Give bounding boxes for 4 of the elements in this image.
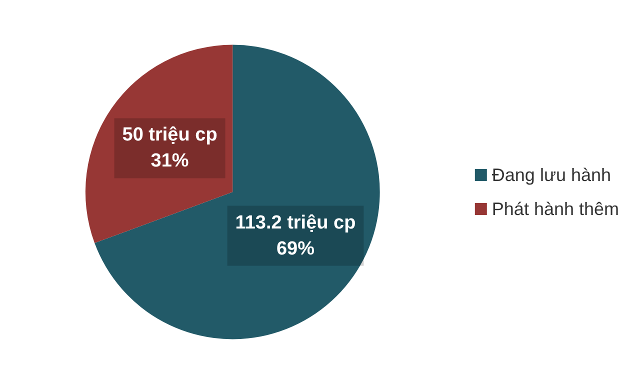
- data-label: 113.2 triệu cp 69%: [235, 212, 356, 260]
- legend-label: Phát hành thêm: [492, 199, 620, 219]
- legend-label: Đang lưu hành: [492, 165, 612, 185]
- data-label: 50 triệu cp 31%: [122, 124, 218, 172]
